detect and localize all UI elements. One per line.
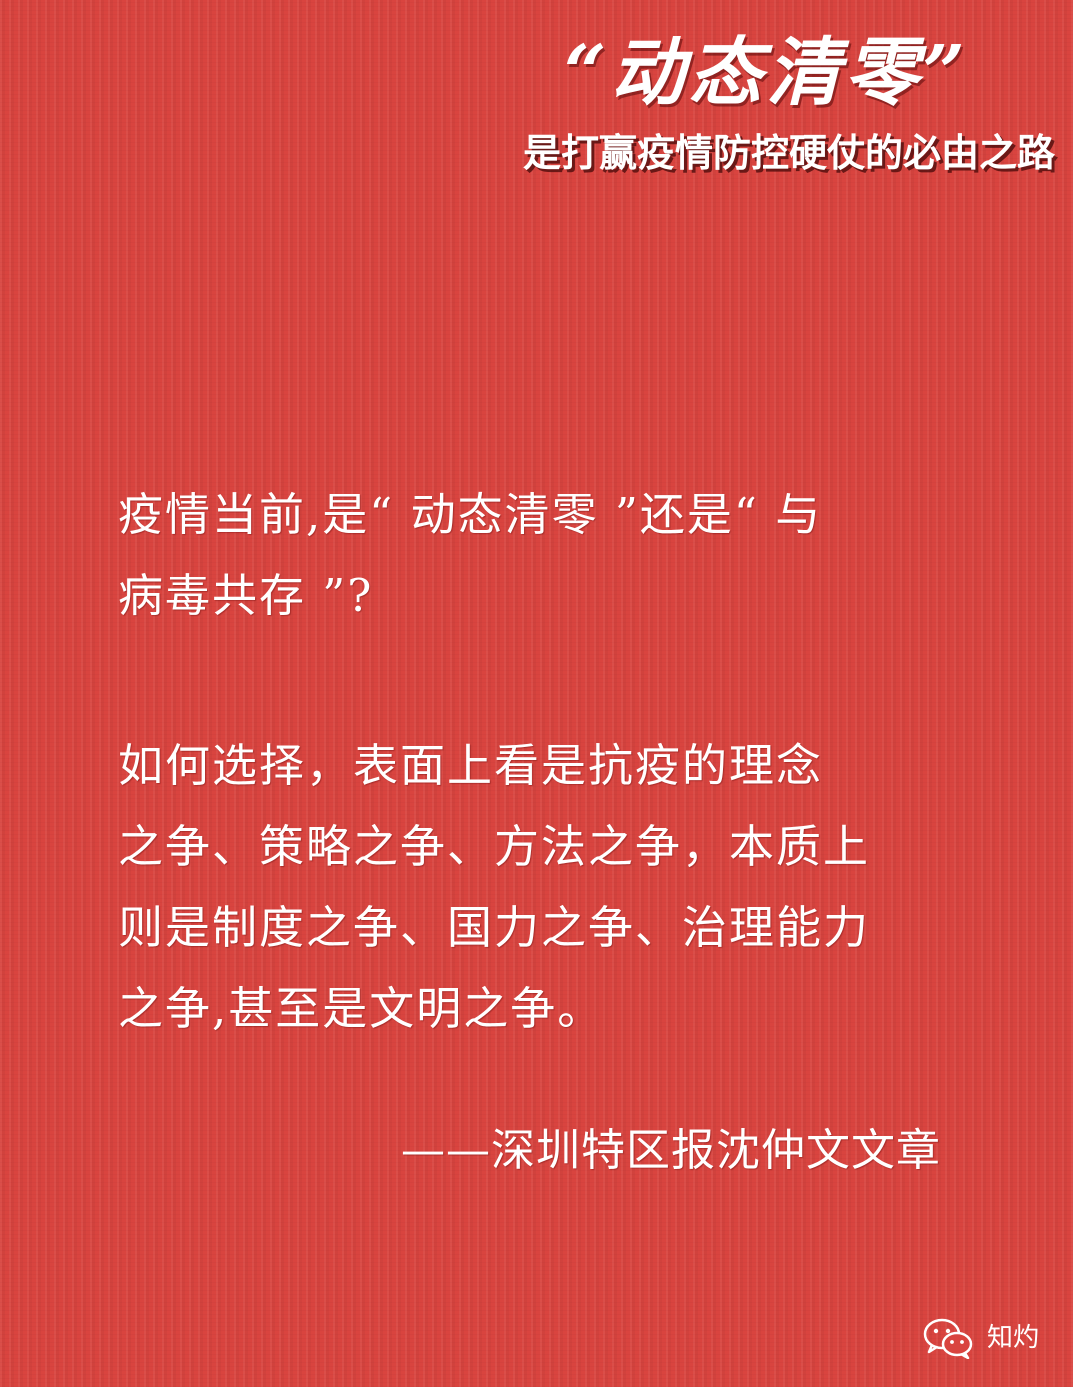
header: “动态清零” 是打赢疫情防控硬仗的必由之路 [455,24,1055,180]
analysis-paragraph: 如何选择，表面上看是抗疫的理念 之争、策略之争、方法之争，本质上 则是制度之争、… [118,725,978,1049]
analysis-line: 则是制度之争、国力之争、治理能力 [118,901,871,954]
poster-subtitle: 是打赢疫情防控硬仗的必由之路 [522,131,1055,175]
analysis-line: 如何选择，表面上看是抗疫的理念 [118,739,824,792]
account-watermark: 知灼 [923,1317,1039,1360]
question-paragraph: 疫情当前,是“ 动态清零 ”还是“ 与 病毒共存 ”? [118,474,978,636]
question-line: 疫情当前,是“ 动态清零 ”还是“ 与 [118,488,823,541]
analysis-line: 之争、策略之争、方法之争，本质上 [118,820,871,873]
wechat-icon [923,1317,973,1360]
account-name: 知灼 [986,1323,1039,1353]
analysis-line: 之争,甚至是文明之争。 [118,982,605,1035]
attribution: ——深圳特区报沈仲文文章 [401,1125,941,1176]
question-line: 病毒共存 ”? [118,569,374,622]
poster-title: “动态清零” [563,30,969,116]
